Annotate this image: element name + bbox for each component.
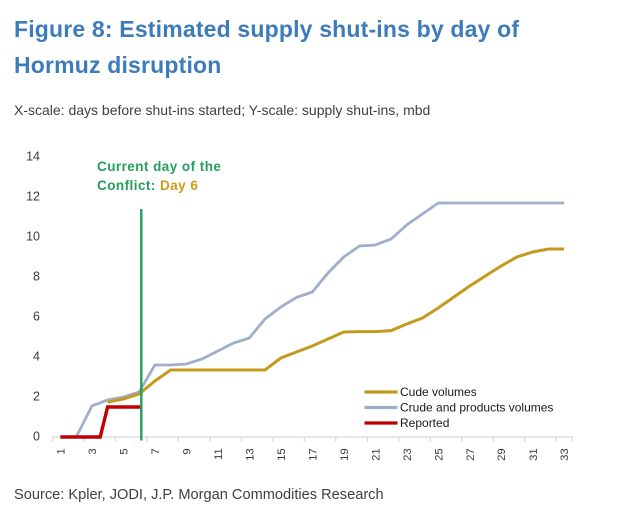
svg-text:12: 12 [26, 190, 40, 204]
svg-text:15: 15 [276, 448, 288, 461]
svg-text:4: 4 [33, 350, 40, 364]
svg-text:8: 8 [33, 270, 40, 284]
svg-text:17: 17 [307, 448, 319, 461]
svg-text:19: 19 [339, 448, 351, 461]
svg-text:10: 10 [26, 230, 40, 244]
svg-text:21: 21 [370, 448, 382, 461]
svg-text:1: 1 [56, 448, 68, 454]
svg-text:11: 11 [213, 448, 225, 460]
svg-text:3: 3 [87, 448, 99, 454]
svg-text:7: 7 [150, 448, 162, 454]
svg-text:Current day of the: Current day of the [97, 159, 221, 174]
svg-text:23: 23 [402, 448, 414, 461]
svg-text:Cude volumes: Cude volumes [400, 385, 477, 399]
svg-text:29: 29 [496, 448, 508, 461]
svg-text:Conflict: Day 6: Conflict: Day 6 [97, 178, 198, 193]
svg-text:27: 27 [465, 448, 477, 461]
svg-text:Reported: Reported [400, 416, 449, 430]
svg-text:31: 31 [528, 448, 540, 461]
svg-text:6: 6 [33, 310, 40, 324]
svg-text:2: 2 [33, 390, 40, 404]
svg-text:33: 33 [559, 448, 571, 461]
svg-text:0: 0 [33, 430, 40, 444]
svg-text:5: 5 [119, 448, 131, 454]
svg-text:9: 9 [182, 448, 194, 454]
svg-text:13: 13 [245, 448, 257, 461]
svg-text:14: 14 [26, 150, 40, 164]
svg-text:Crude and products volumes: Crude and products volumes [400, 401, 553, 415]
svg-text:25: 25 [433, 448, 445, 461]
